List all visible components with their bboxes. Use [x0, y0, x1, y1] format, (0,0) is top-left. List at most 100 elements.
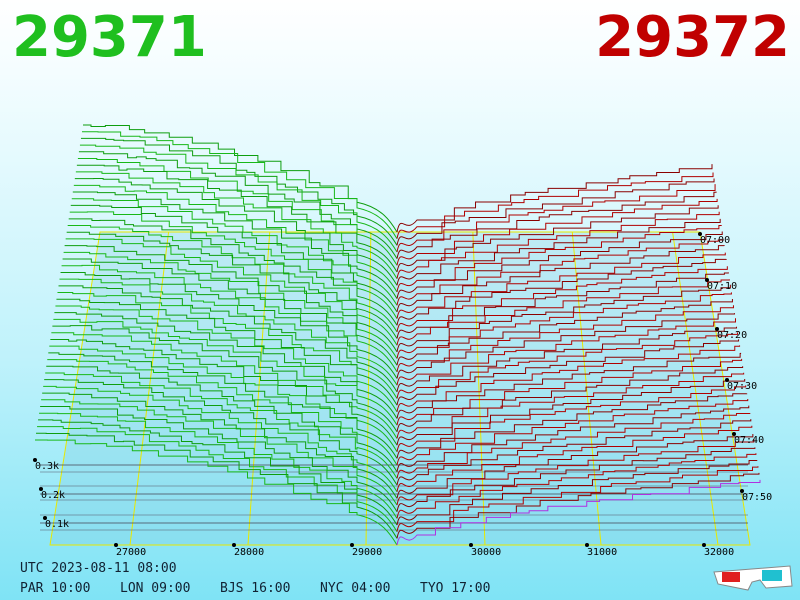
- utc-time: UTC 2023-08-11 08:00: [20, 561, 177, 576]
- city-clock: LON 09:00: [120, 581, 190, 596]
- bid-curve: [42, 392, 398, 499]
- bid-curve: [71, 198, 398, 306]
- ask-curve: [396, 438, 755, 506]
- ask-curve: [396, 453, 757, 519]
- ask-curve: [396, 378, 746, 446]
- ask-curve: [396, 366, 744, 432]
- ask-curve: [396, 305, 734, 372]
- depth-label: 0.1k: [45, 519, 69, 530]
- bid-curve: [49, 345, 398, 453]
- bid-curve: [57, 292, 398, 399]
- ask-curve: [396, 313, 735, 379]
- bid-curve: [66, 231, 398, 339]
- bid-curve: [79, 144, 398, 253]
- ask-curve: [396, 266, 728, 332]
- ask-curve: [396, 318, 736, 386]
- depth-tick: [43, 516, 47, 520]
- ask-curve: [396, 332, 739, 399]
- floor-grid-line: [365, 231, 372, 546]
- bid-curve: [45, 372, 398, 479]
- price-label: 27000: [116, 547, 146, 558]
- bid-curve: [38, 419, 398, 526]
- price-tick: [114, 543, 118, 547]
- floor-grid-line: [247, 231, 271, 546]
- ask-curve: [396, 412, 751, 479]
- bid-curve: [44, 379, 398, 486]
- bid-curve: [67, 225, 398, 333]
- floor: [49, 231, 751, 546]
- bid-curve: [35, 439, 398, 546]
- bid-curve: [63, 251, 398, 359]
- bid-curve: [55, 305, 398, 413]
- bid-curve: [59, 278, 398, 386]
- ask-curve: [396, 225, 722, 293]
- bid-curve: [60, 271, 398, 379]
- time-label: 07:40: [734, 435, 764, 446]
- ask-curve: [396, 211, 720, 279]
- ask-curve: [396, 358, 743, 426]
- ask-curve: [396, 425, 753, 492]
- lens-cyan: [762, 570, 782, 581]
- floor-grid-line: [472, 231, 486, 546]
- price-tick: [702, 543, 706, 547]
- ask-curve: [396, 339, 740, 406]
- bid-curve: [64, 245, 398, 353]
- ask-curve: [396, 399, 749, 466]
- time-tick: [740, 489, 744, 493]
- ask-curve: [396, 345, 741, 412]
- ask-curve: [396, 284, 731, 352]
- ask-curve: [396, 178, 715, 246]
- time-label: 07:50: [742, 492, 772, 503]
- bid-curve: [54, 312, 398, 419]
- bid-curve: [46, 365, 398, 473]
- bid-curve: [72, 191, 398, 299]
- bid-curve: [53, 318, 398, 426]
- price-tick: [469, 543, 473, 547]
- bid-curve: [83, 124, 398, 233]
- ask-curve: [396, 372, 745, 439]
- bid-curve: [81, 131, 398, 239]
- bid-curve: [75, 171, 398, 279]
- bid-curve: [77, 158, 398, 266]
- ask-curve: [396, 472, 760, 539]
- ask-curve: [396, 239, 724, 306]
- ask-curve: [396, 279, 730, 346]
- bid-curve: [76, 164, 398, 273]
- time-label: 07:30: [727, 381, 757, 392]
- price-label: 28000: [234, 547, 264, 558]
- price-tick: [585, 543, 589, 547]
- price-label: 29000: [352, 547, 382, 558]
- ask-curve: [396, 460, 758, 526]
- time-tick: [725, 378, 729, 382]
- depth-curves: [35, 124, 761, 546]
- bid-curve: [52, 325, 398, 433]
- ask-curve: [396, 191, 717, 259]
- bid-curve: [56, 298, 398, 406]
- bid-curve: [74, 177, 398, 286]
- ask-curve: [396, 272, 729, 339]
- bid-curve: [65, 238, 398, 346]
- bid-curve: [69, 211, 398, 319]
- price-label: 32000: [704, 547, 734, 558]
- bid-curve: [80, 137, 398, 246]
- ask-curve: [396, 405, 750, 472]
- ask-curve: [396, 198, 718, 266]
- bid-curve: [48, 352, 398, 459]
- floor-grid-line: [672, 231, 719, 546]
- time-tick: [698, 232, 702, 236]
- ask-curve: [396, 164, 713, 233]
- bid-curve: [40, 405, 398, 512]
- ask-price: 29372: [595, 5, 790, 70]
- bid-curve: [51, 332, 398, 439]
- price-tick: [232, 543, 236, 547]
- city-clock: TYO 17:00: [420, 581, 490, 596]
- bid-curve: [39, 412, 398, 519]
- bid-curve: [36, 432, 398, 539]
- price-label: 31000: [587, 547, 617, 558]
- ask-curve: [396, 184, 716, 253]
- ask-curve: [396, 447, 756, 512]
- city-clock: NYC 04:00: [320, 581, 390, 596]
- bid-curve: [73, 184, 398, 293]
- time-tick: [705, 278, 709, 282]
